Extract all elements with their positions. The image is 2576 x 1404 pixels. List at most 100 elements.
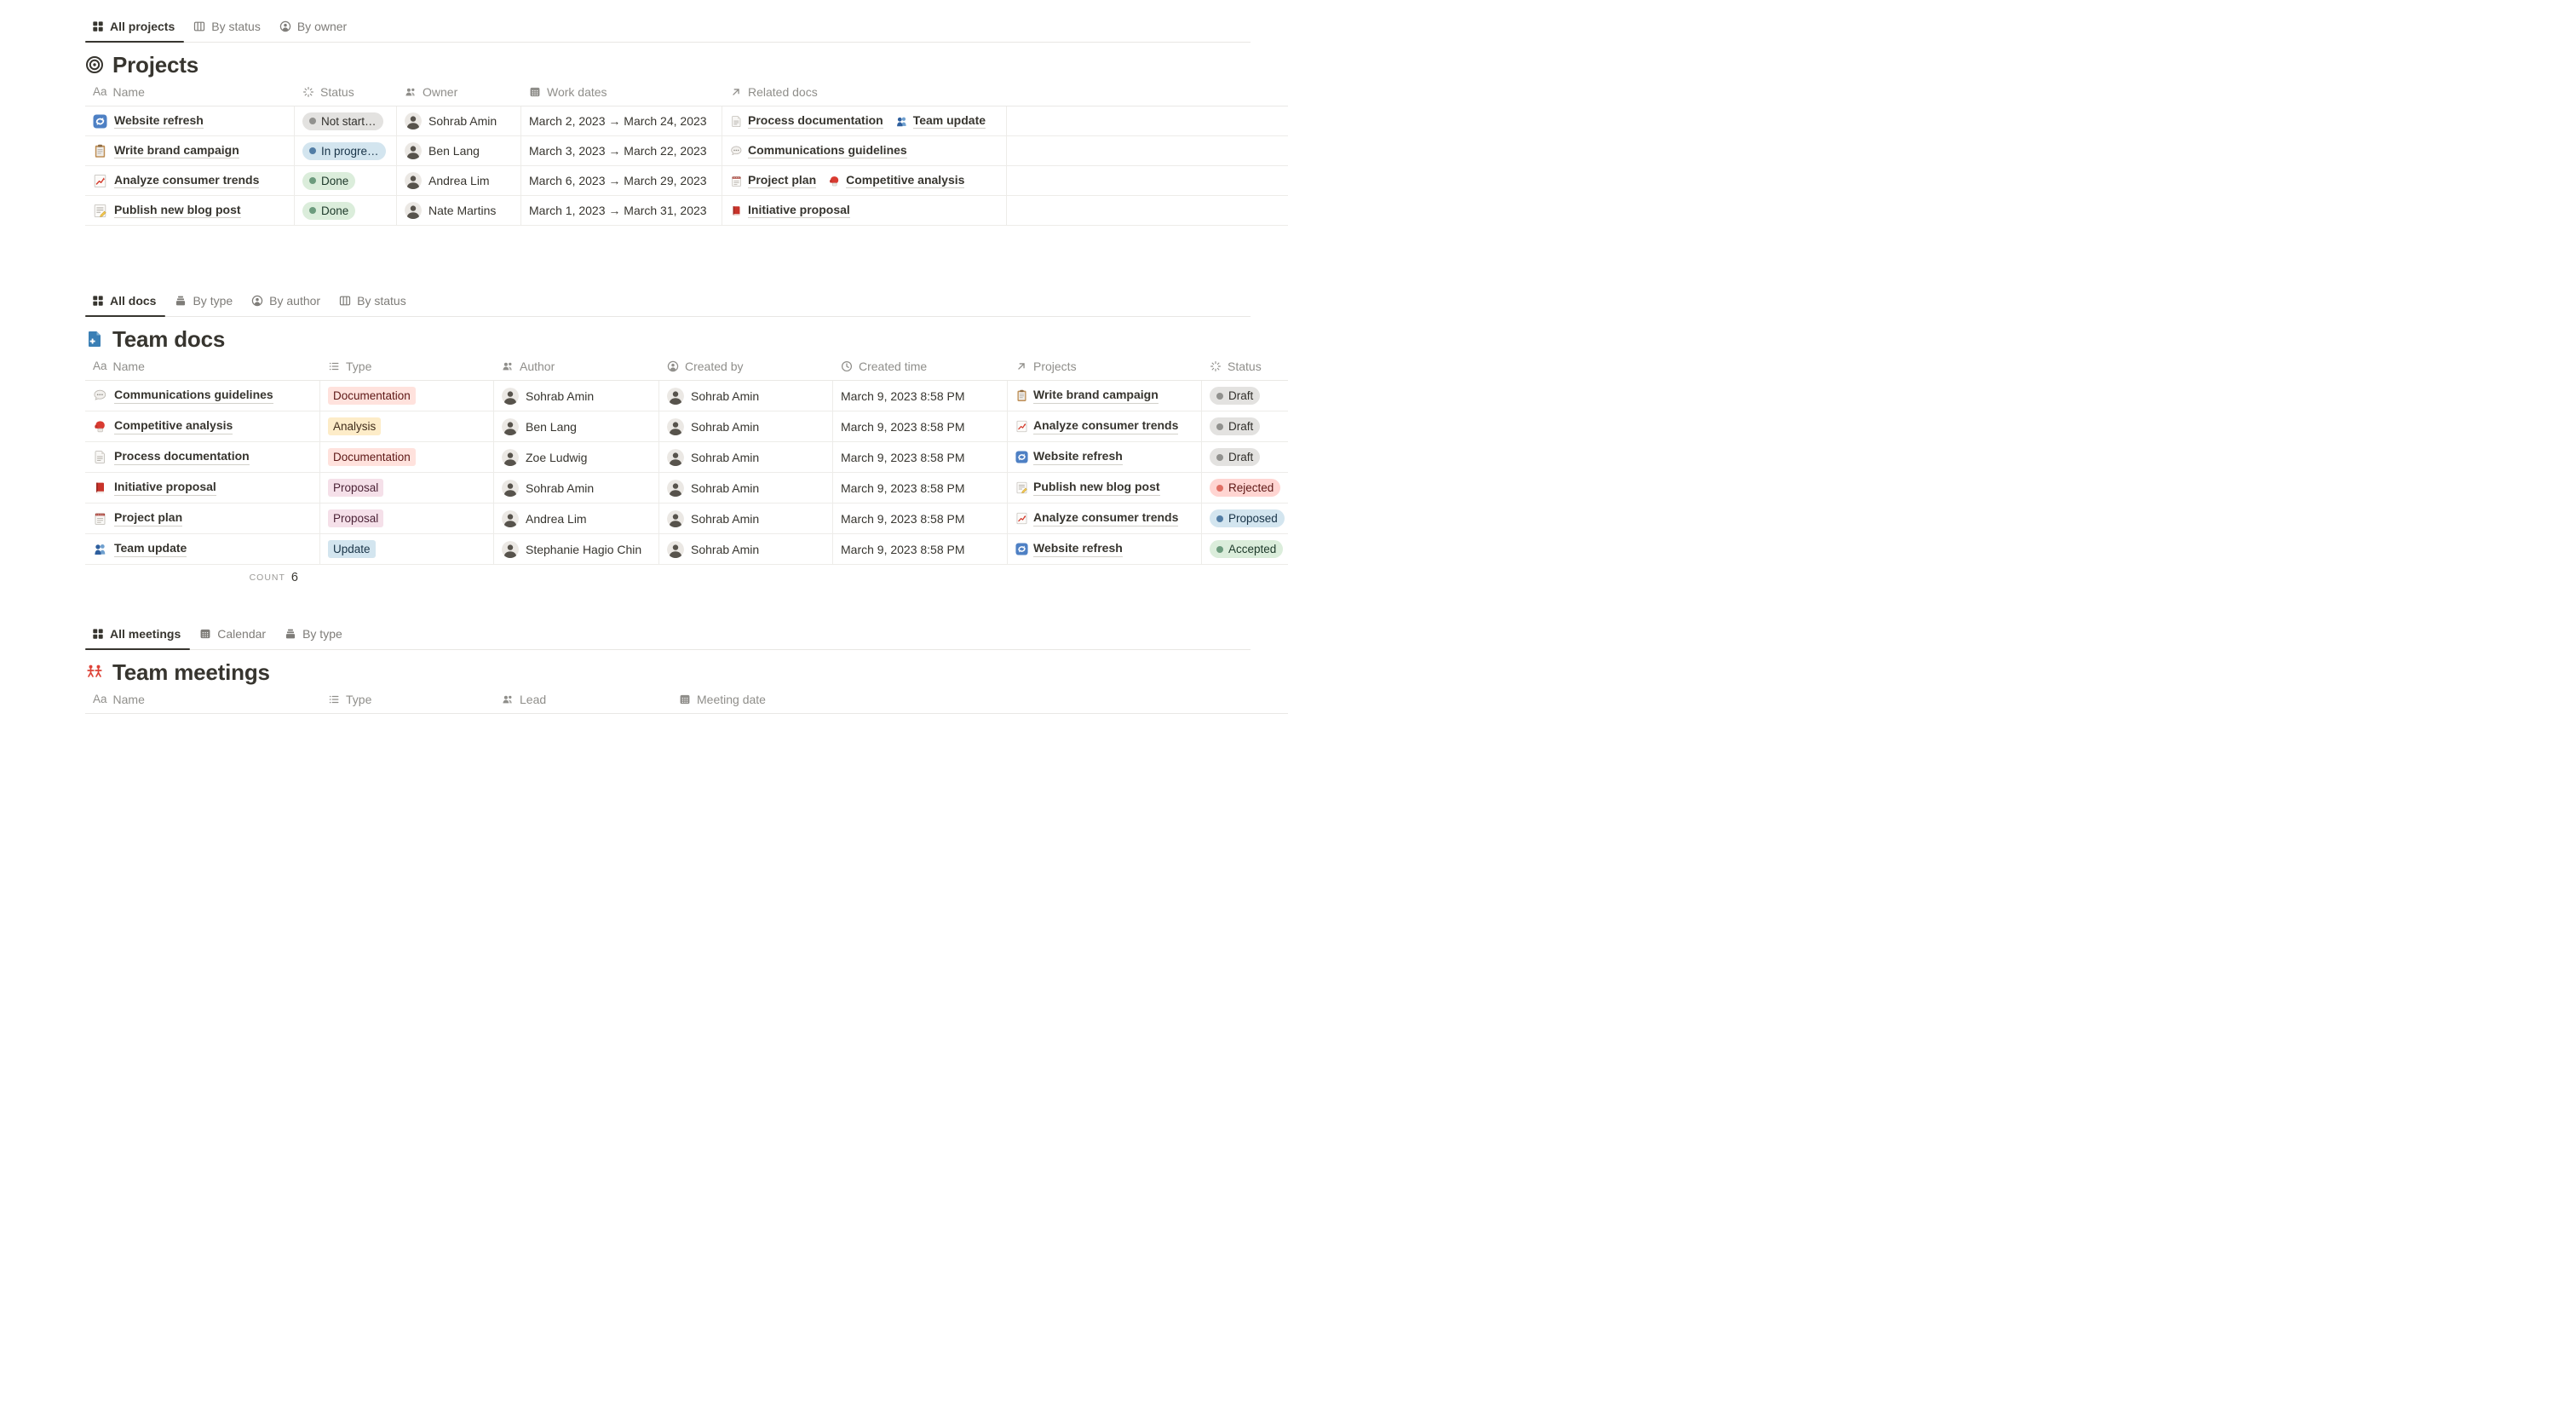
cell-author[interactable]: Andrea Lim bbox=[494, 503, 659, 533]
database-title[interactable]: Projects bbox=[112, 51, 199, 78]
cell-author[interactable]: Zoe Ludwig bbox=[494, 442, 659, 472]
page-link[interactable]: Initiative proposal bbox=[114, 480, 216, 496]
cell-name[interactable]: Website refresh bbox=[85, 106, 295, 135]
tab-by-type[interactable]: By type bbox=[165, 285, 242, 316]
column-header-related-docs[interactable]: Related docs bbox=[722, 78, 1007, 106]
tab-all-projects[interactable]: All projects bbox=[85, 11, 185, 43]
page-link[interactable]: Project plan bbox=[114, 510, 183, 526]
page-link[interactable]: Publish new blog post bbox=[114, 203, 241, 219]
page-link[interactable]: Communications guidelines bbox=[114, 388, 273, 404]
page-link[interactable]: Competitive analysis bbox=[846, 173, 965, 189]
cell-projects[interactable]: Analyze consumer trends bbox=[1008, 411, 1202, 441]
cell-status[interactable]: Draft bbox=[1202, 411, 1316, 441]
cell-related-docs[interactable]: Process documentation Team update bbox=[722, 106, 1007, 135]
column-header-projects[interactable]: Projects bbox=[1008, 353, 1202, 380]
cell-created-by[interactable]: Sohrab Amin bbox=[659, 473, 833, 503]
column-header-type[interactable]: Type bbox=[320, 686, 494, 713]
column-header-work-dates[interactable]: Work dates bbox=[521, 78, 722, 106]
page-link[interactable]: Initiative proposal bbox=[748, 203, 850, 219]
column-header-created-by[interactable]: Created by bbox=[659, 353, 833, 380]
count-summary[interactable]: COUNT 6 bbox=[85, 565, 298, 590]
cell-name[interactable]: Write brand campaign bbox=[85, 136, 295, 165]
cell-author[interactable]: Stephanie Hagio Chin bbox=[494, 534, 659, 564]
page-link[interactable]: Website refresh bbox=[114, 113, 204, 129]
cell-name[interactable]: Process documentation bbox=[85, 442, 320, 472]
page-link[interactable]: Team update bbox=[912, 113, 986, 129]
database-title[interactable]: Team docs bbox=[112, 325, 226, 352]
column-header-created-time[interactable]: Created time bbox=[833, 353, 1008, 380]
tab-all-meetings[interactable]: All meetings bbox=[85, 619, 191, 650]
cell-created-time[interactable]: March 9, 2023 8:58 PM bbox=[833, 503, 1008, 533]
cell-status[interactable]: Done bbox=[295, 196, 397, 225]
cell-projects[interactable]: Analyze consumer trends bbox=[1008, 503, 1202, 533]
page-link[interactable]: Website refresh bbox=[1033, 541, 1123, 557]
cell-created-time[interactable]: March 9, 2023 8:58 PM bbox=[833, 473, 1008, 503]
cell-type[interactable]: Analysis bbox=[320, 411, 494, 441]
cell-author[interactable]: Sohrab Amin bbox=[494, 473, 659, 503]
cell-created-time[interactable]: March 9, 2023 8:58 PM bbox=[833, 411, 1008, 441]
cell-type[interactable]: Update bbox=[320, 534, 494, 564]
page-link[interactable]: Analyze consumer trends bbox=[1033, 510, 1179, 526]
cell-created-by[interactable]: Sohrab Amin bbox=[659, 411, 833, 441]
page-link[interactable]: Website refresh bbox=[1033, 449, 1123, 465]
column-header-name[interactable]: Aa Name bbox=[85, 686, 320, 713]
cell-work-dates[interactable]: March 2, 2023 → March 24, 2023 bbox=[521, 106, 722, 135]
cell-name[interactable]: Initiative proposal bbox=[85, 473, 320, 503]
cell-projects[interactable]: Website refresh bbox=[1008, 534, 1202, 564]
page-link[interactable]: Process documentation bbox=[748, 113, 883, 129]
cell-status[interactable]: Draft bbox=[1202, 442, 1316, 472]
cell-name[interactable]: Publish new blog post bbox=[85, 196, 295, 225]
tab-by-status[interactable]: By status bbox=[330, 285, 416, 316]
cell-name[interactable]: Communications guidelines bbox=[85, 381, 320, 411]
cell-status[interactable]: Proposed bbox=[1202, 503, 1316, 533]
cell-projects[interactable]: Publish new blog post bbox=[1008, 473, 1202, 503]
cell-created-by[interactable]: Sohrab Amin bbox=[659, 503, 833, 533]
page-link[interactable]: Write brand campaign bbox=[1033, 388, 1159, 404]
column-header-lead[interactable]: Lead bbox=[494, 686, 671, 713]
cell-status[interactable]: Rejected bbox=[1202, 473, 1316, 503]
cell-related-docs[interactable]: Communications guidelines bbox=[722, 136, 1007, 165]
cell-author[interactable]: Sohrab Amin bbox=[494, 381, 659, 411]
tab-calendar[interactable]: Calendar bbox=[190, 619, 275, 649]
cell-owner[interactable]: Ben Lang bbox=[397, 136, 521, 165]
cell-author[interactable]: Ben Lang bbox=[494, 411, 659, 441]
cell-status[interactable]: Draft bbox=[1202, 381, 1316, 411]
cell-type[interactable]: Proposal bbox=[320, 503, 494, 533]
page-link[interactable]: Write brand campaign bbox=[114, 143, 239, 159]
tab-by-status[interactable]: By status bbox=[184, 11, 270, 42]
cell-name[interactable]: Project plan bbox=[85, 503, 320, 533]
page-link[interactable]: Analyze consumer trends bbox=[1033, 418, 1179, 434]
page-link[interactable]: Process documentation bbox=[114, 449, 250, 465]
cell-owner[interactable]: Andrea Lim bbox=[397, 166, 521, 195]
cell-status[interactable]: Done bbox=[295, 166, 397, 195]
cell-name[interactable]: Team update bbox=[85, 534, 320, 564]
tab-by-type[interactable]: By type bbox=[275, 619, 352, 649]
cell-created-time[interactable]: March 9, 2023 8:58 PM bbox=[833, 442, 1008, 472]
cell-created-by[interactable]: Sohrab Amin bbox=[659, 381, 833, 411]
column-header-meeting-date[interactable]: Meeting date bbox=[671, 686, 876, 713]
cell-created-time[interactable]: March 9, 2023 8:58 PM bbox=[833, 534, 1008, 564]
cell-type[interactable]: Documentation bbox=[320, 442, 494, 472]
cell-type[interactable]: Documentation bbox=[320, 381, 494, 411]
tab-all-docs[interactable]: All docs bbox=[85, 285, 166, 317]
cell-owner[interactable]: Nate Martins bbox=[397, 196, 521, 225]
tab-by-author[interactable]: By author bbox=[242, 285, 330, 316]
cell-created-by[interactable]: Sohrab Amin bbox=[659, 442, 833, 472]
cell-type[interactable]: Proposal bbox=[320, 473, 494, 503]
page-link[interactable]: Team update bbox=[114, 541, 187, 557]
column-header-owner[interactable]: Owner bbox=[397, 78, 521, 106]
cell-related-docs[interactable]: Project plan Competitive analysis bbox=[722, 166, 1007, 195]
cell-created-by[interactable]: Sohrab Amin bbox=[659, 534, 833, 564]
cell-work-dates[interactable]: March 1, 2023 → March 31, 2023 bbox=[521, 196, 722, 225]
page-link[interactable]: Analyze consumer trends bbox=[114, 173, 260, 189]
page-link[interactable]: Communications guidelines bbox=[748, 143, 907, 159]
page-link[interactable]: Publish new blog post bbox=[1033, 480, 1160, 496]
cell-work-dates[interactable]: March 3, 2023 → March 22, 2023 bbox=[521, 136, 722, 165]
cell-name[interactable]: Analyze consumer trends bbox=[85, 166, 295, 195]
column-header-status[interactable]: Status bbox=[295, 78, 397, 106]
database-title[interactable]: Team meetings bbox=[112, 659, 270, 685]
cell-status[interactable]: Accepted bbox=[1202, 534, 1316, 564]
cell-work-dates[interactable]: March 6, 2023 → March 29, 2023 bbox=[521, 166, 722, 195]
cell-status[interactable]: In progre… bbox=[295, 136, 397, 165]
cell-related-docs[interactable]: Initiative proposal bbox=[722, 196, 1007, 225]
